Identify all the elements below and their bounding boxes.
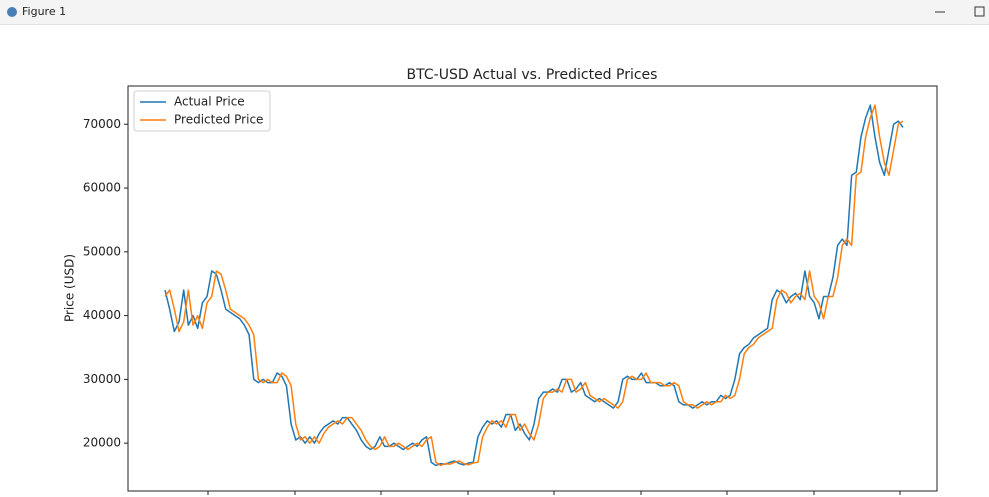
y-tick-label: 60000 xyxy=(83,181,121,195)
app-icon xyxy=(7,7,17,17)
y-tick-label: 40000 xyxy=(83,308,121,322)
plot-area xyxy=(127,85,938,492)
y-tick-label: 20000 xyxy=(83,436,121,450)
legend-label: Predicted Price xyxy=(174,113,263,127)
legend-label: Actual Price xyxy=(174,95,245,109)
y-tick-label: 30000 xyxy=(83,372,121,386)
line-series xyxy=(164,104,904,467)
legend-box xyxy=(133,90,271,132)
line-series xyxy=(164,104,904,467)
window-title: Figure 1 xyxy=(22,5,67,18)
title-bar: Figure 1 xyxy=(0,0,989,25)
y-axis-label: Price (USD) xyxy=(63,254,77,322)
y-tick-label: 70000 xyxy=(83,117,121,131)
chart-title: BTC-USD Actual vs. Predicted Prices xyxy=(407,67,658,83)
window-controls[interactable] xyxy=(925,0,985,24)
y-tick-label: 50000 xyxy=(83,244,121,258)
